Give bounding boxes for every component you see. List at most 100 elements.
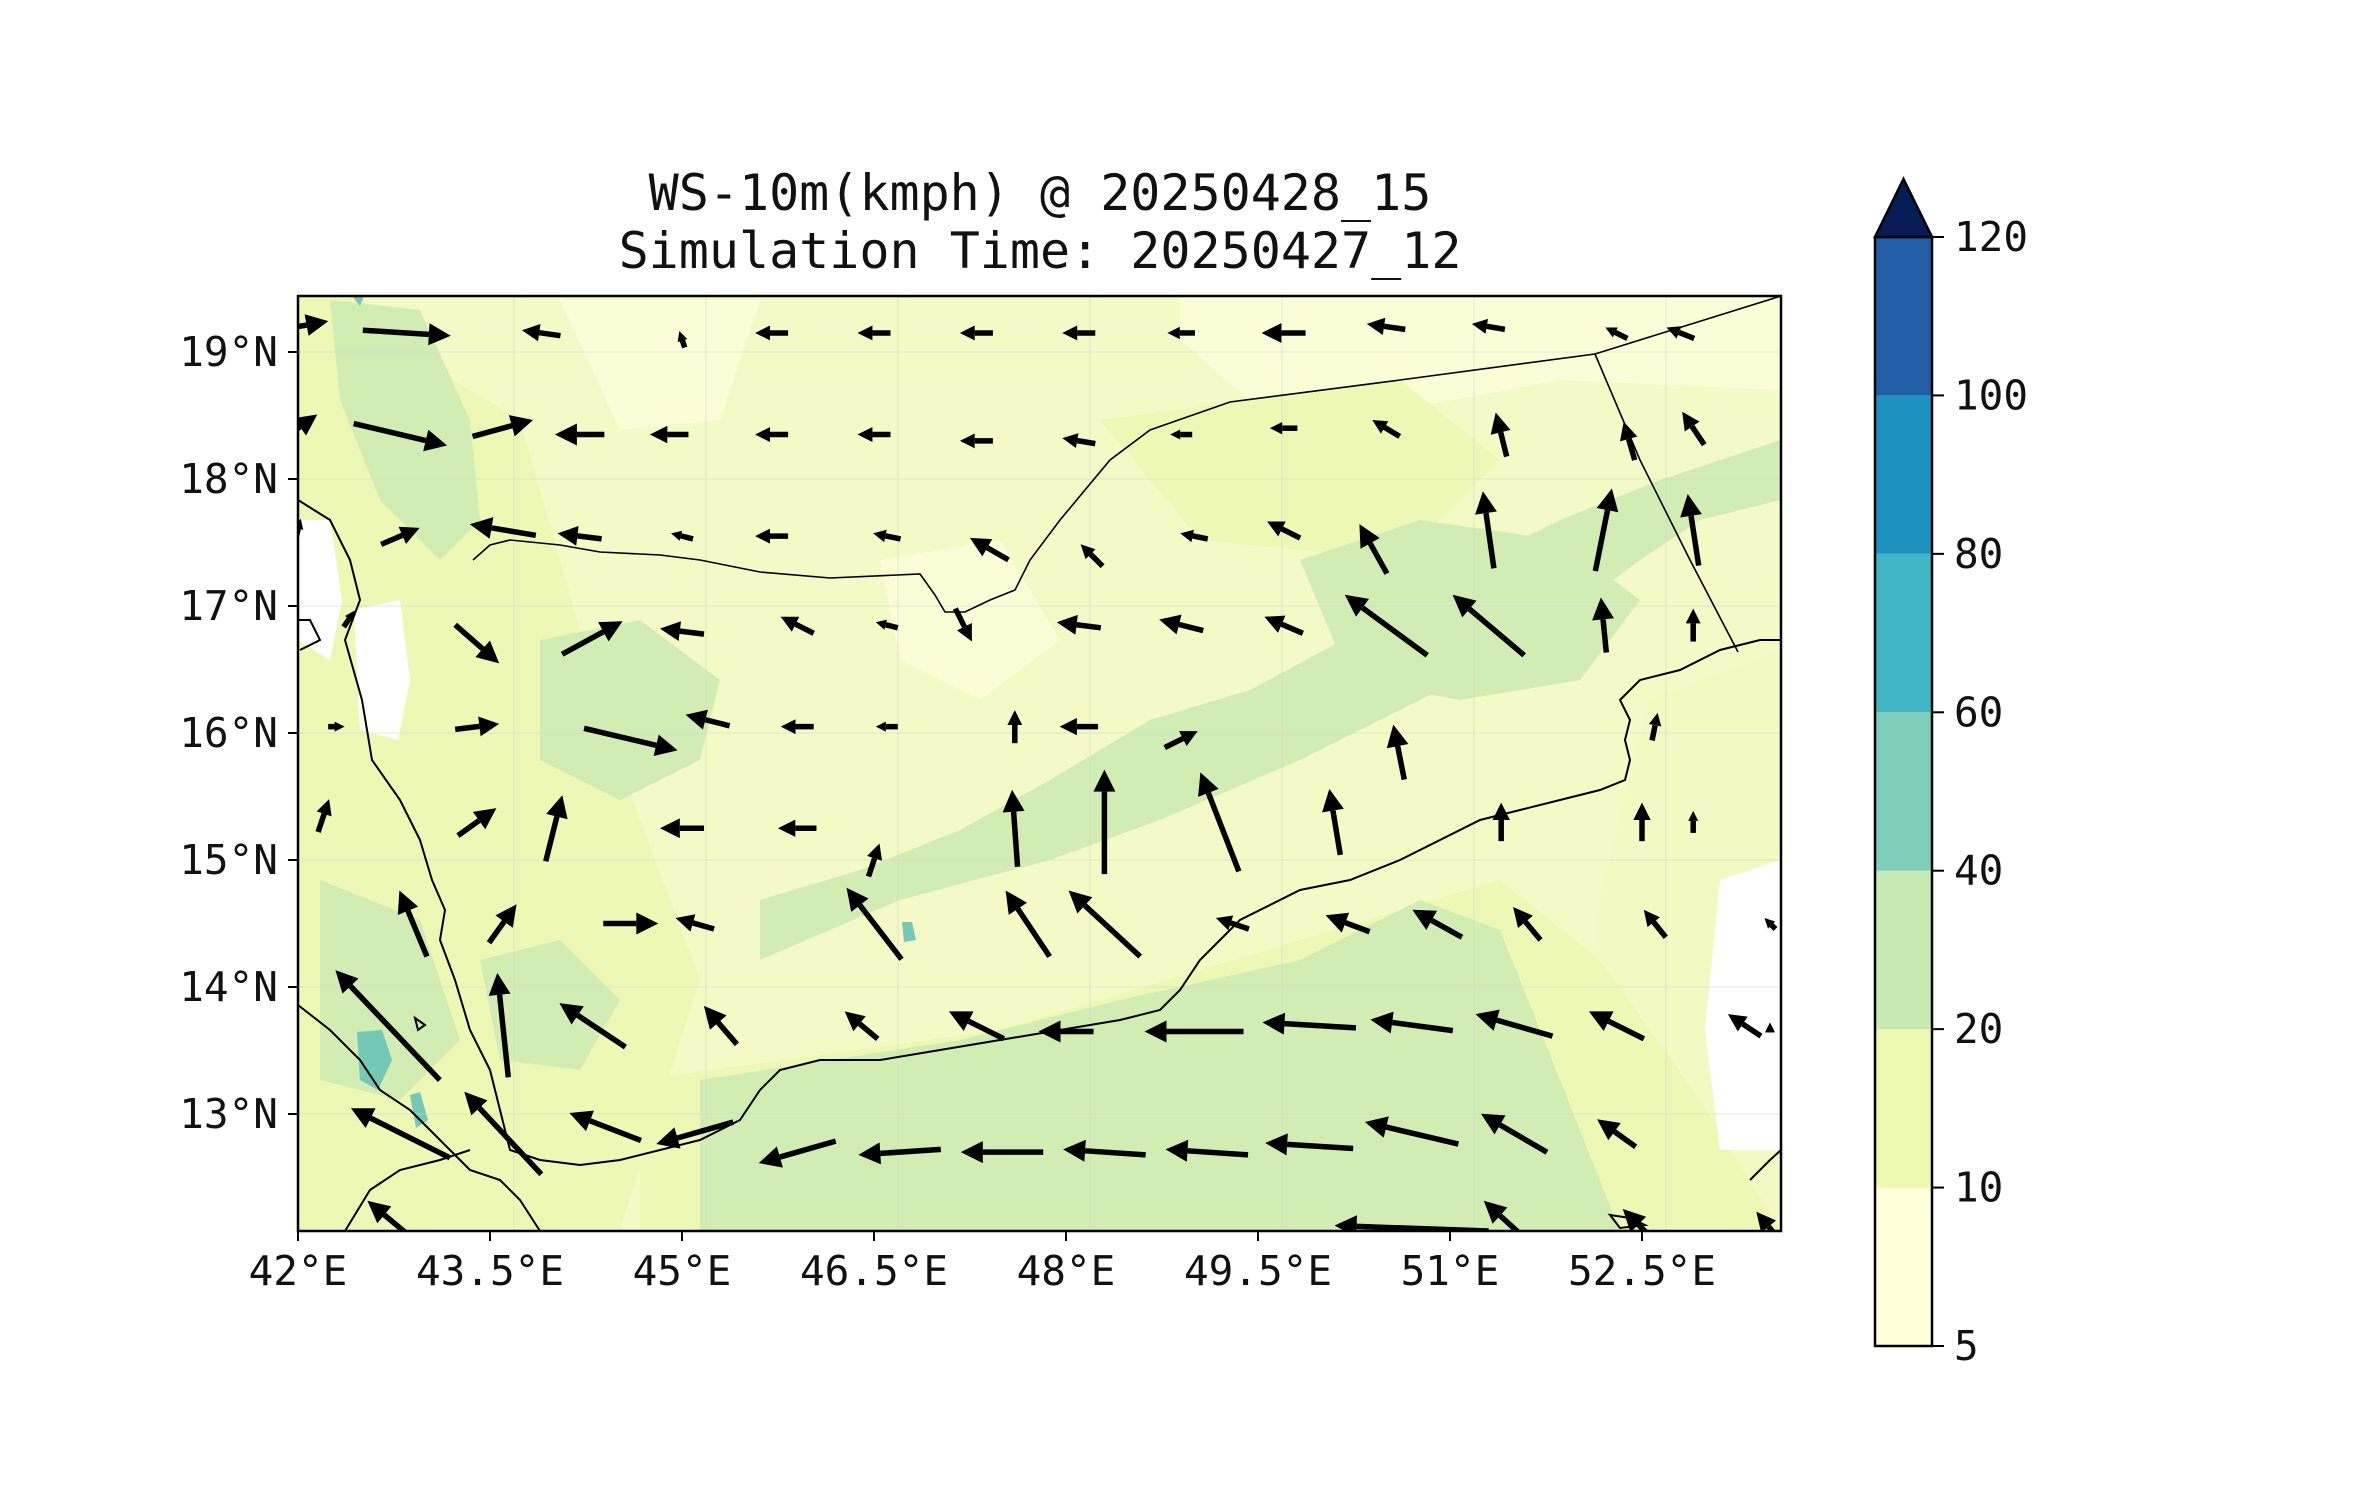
wind-arrow (464, 1091, 544, 1177)
wind-arrow (1372, 420, 1402, 439)
speed-band-40-60 (352, 296, 916, 1128)
y-tick-label: 17°N (179, 582, 278, 630)
wind-arrow (1344, 594, 1429, 658)
wind-arrow (1765, 1022, 1775, 1033)
colorbar-tick-label: 10 (1954, 1164, 2003, 1212)
wind-arrow (367, 1200, 408, 1231)
wind-arrow (1062, 433, 1096, 448)
wind-arrow (1198, 772, 1242, 873)
wind-arrow (1322, 788, 1344, 856)
x-tick-label: 49.5°E (1184, 1247, 1332, 1295)
wind-arrow (846, 887, 904, 961)
wind-arrow (469, 517, 537, 539)
wind-arrow (1002, 789, 1025, 867)
wind-arrow (554, 423, 605, 446)
colorbar-segment (1875, 553, 1932, 713)
y-tick-label: 13°N (179, 1090, 278, 1138)
wind-arrow (1666, 326, 1696, 342)
colorbar-tick-label: 100 (1954, 371, 2028, 419)
wind-arrow (397, 890, 430, 958)
wind-arrow (454, 716, 500, 737)
wind-arrow (649, 425, 689, 444)
wind-arrow (1764, 918, 1778, 931)
wind-arrow (865, 843, 882, 878)
wind-arrow (875, 619, 899, 631)
title-line-2: Simulation Time: 20250427_12 (619, 222, 1462, 280)
wind-arrow (1364, 1116, 1459, 1147)
wind-arrow (948, 1011, 1006, 1042)
wind-arrow (1264, 615, 1304, 636)
wind-arrow (298, 518, 304, 542)
wind-arrow (486, 904, 517, 945)
wind-arrow (335, 970, 442, 1082)
wind-arrow (777, 819, 817, 837)
wind-arrow (1366, 317, 1406, 335)
wind-arrow (350, 1108, 452, 1161)
wind-arrow (1452, 594, 1526, 658)
wind-arrow (656, 1119, 735, 1149)
wind-arrow (1475, 1009, 1554, 1039)
wind-arrow (873, 529, 902, 543)
wind-arrow (362, 323, 451, 346)
wind-arrow (677, 331, 688, 349)
colorbar: 5 10 20 40 60 80 100 120 (1872, 176, 2028, 1370)
wind-arrow (1622, 1209, 1649, 1231)
wind-arrow (341, 610, 355, 629)
wind-arrow (1262, 1012, 1357, 1035)
y-tick-label: 16°N (179, 709, 278, 757)
country-borders (472, 296, 1781, 653)
wind-arrow (660, 818, 704, 839)
wind-arrow (969, 537, 1010, 563)
wind-vectors (298, 314, 1778, 1231)
wind-arrow (1167, 326, 1195, 340)
wind-arrow (1005, 890, 1052, 959)
wind-arrow (1144, 1020, 1244, 1043)
wind-arrow (1597, 1119, 1638, 1150)
wind-arrow (315, 799, 332, 833)
wind-arrow (857, 325, 891, 341)
x-tick-label: 51°E (1401, 1247, 1500, 1295)
wind-arrow (1080, 544, 1105, 569)
colorbar-tick-label: 5 (1954, 1322, 1979, 1370)
wind-arrow (1093, 769, 1116, 875)
wind-arrow (1620, 421, 1638, 461)
colorbar-segment (1875, 1029, 1932, 1188)
wind-arrow (1513, 907, 1543, 942)
wind-arrow (755, 325, 789, 341)
wind-arrow (560, 621, 623, 657)
wind-arrow (1063, 1139, 1146, 1162)
wind-arrow (952, 607, 972, 642)
wind-arrow (960, 1141, 1044, 1164)
wind-arrow (1180, 529, 1209, 543)
wind-arrow (959, 433, 993, 449)
wind-arrow (1685, 608, 1701, 642)
colorbar-segment (1875, 870, 1932, 1030)
x-tick-label: 45°E (633, 1247, 732, 1295)
wind-arrow (780, 719, 814, 735)
wind-arrow (1386, 724, 1409, 781)
wind-arrow (1490, 412, 1511, 458)
wind-arrow (328, 721, 345, 732)
y-tick-label: 14°N (179, 963, 278, 1011)
title-line-1: WS-10m(kmph) @ 20250428_15 (649, 164, 1432, 222)
wind-arrow (1267, 521, 1302, 541)
wind-arrow (755, 528, 789, 544)
colorbar-tick-label: 120 (1954, 213, 2028, 261)
x-tick-label: 52.5°E (1568, 1247, 1716, 1295)
wind-arrow (857, 427, 891, 442)
wind-arrow (1483, 1200, 1522, 1231)
wind-arrow (755, 427, 789, 442)
wind-arrow (858, 1142, 942, 1165)
wind-arrow (1643, 909, 1668, 939)
wind-arrow (660, 621, 705, 641)
wind-arrow (1475, 491, 1497, 569)
wind-arrow (453, 622, 500, 664)
wind-arrow (1412, 909, 1464, 940)
wind-arrow (557, 526, 602, 546)
wind-arrow (1588, 1011, 1646, 1042)
wind-arrow (685, 709, 731, 730)
wind-arrow (875, 721, 898, 732)
wind-arrow (569, 1110, 642, 1144)
wind-arrow (1492, 802, 1510, 842)
